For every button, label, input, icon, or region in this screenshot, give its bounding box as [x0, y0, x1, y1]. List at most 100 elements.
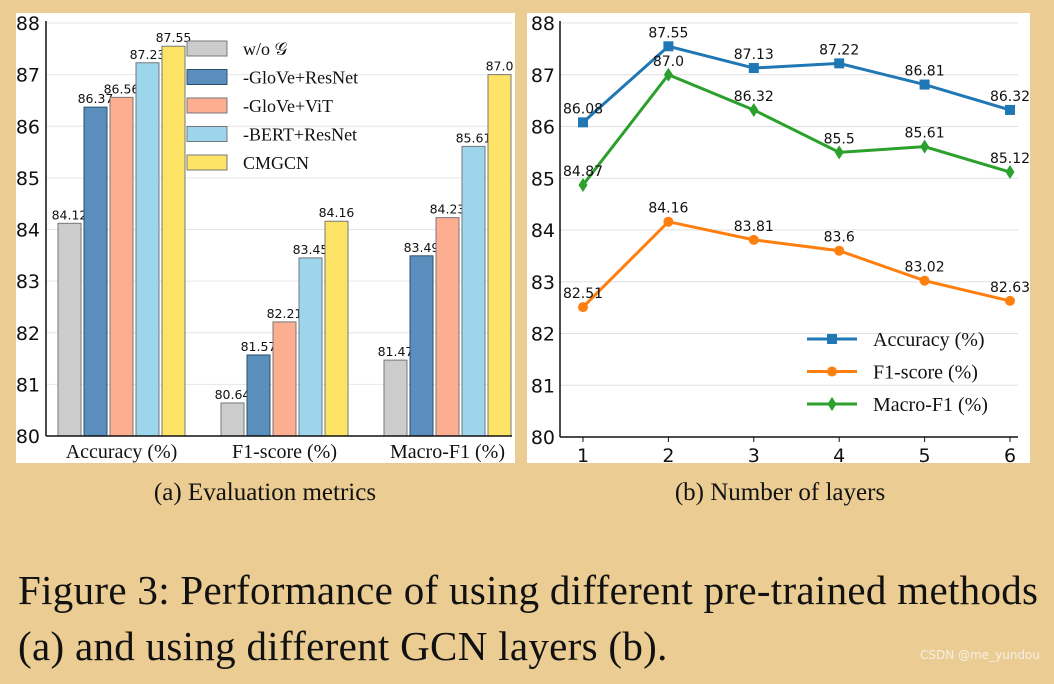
bar: [461, 145, 486, 437]
line-chart-number-of-layers: 80 81 82 83 84 85 86 87 88 1 2 3 4 5 6 86.08 87.55 87.13 8…: [531, 13, 1030, 467]
data-point: [749, 102, 759, 117]
legend-swatch: [186, 126, 228, 142]
y-tick-label: 83: [531, 272, 555, 294]
x-tick-label: 3: [748, 445, 760, 467]
caption-a: (a) Evaluation metrics: [154, 479, 376, 506]
y-tick-label: 84: [531, 220, 555, 242]
legend-label: CMGCN: [243, 153, 309, 173]
data-value-label: 86.08: [563, 101, 603, 117]
data-point: [1005, 104, 1015, 115]
y-tick-label: 82: [531, 324, 555, 346]
bar: [409, 255, 434, 437]
y-tick-label: 88: [531, 13, 555, 35]
bar: [161, 45, 186, 437]
bar-value-label: 80.64: [215, 387, 251, 402]
data-point: [1005, 165, 1015, 180]
data-point: [748, 63, 759, 74]
bar: [246, 354, 271, 437]
data-value-label: 84.16: [648, 201, 688, 217]
y-tick-label: 85: [16, 168, 40, 190]
data-value-label: 85.5: [824, 131, 855, 147]
y-tick-label: 80: [16, 426, 40, 448]
y-tick-label: 86: [531, 117, 555, 139]
data-value-label: 82.51: [563, 286, 603, 302]
bar-value-label: 87.55: [156, 30, 192, 45]
y-tick-label: 81: [531, 375, 555, 397]
series-line: [581, 72, 1011, 186]
legend-marker: [827, 397, 837, 411]
legend-label: F1-score (%): [873, 362, 978, 384]
bar-value-label: 86.56: [104, 81, 140, 96]
legend-label: -GloVe+ResNet: [243, 68, 358, 88]
data-value-label: 86.32: [990, 89, 1030, 105]
bar: [83, 106, 108, 437]
bar: [435, 217, 460, 437]
legend-marker: [827, 334, 837, 344]
data-point: [663, 216, 674, 227]
series-line: [581, 220, 1011, 309]
x-tick-label: 1: [577, 445, 589, 467]
legend-swatch: [186, 69, 228, 85]
data-value-label: 85.61: [905, 126, 945, 142]
y-tick-label: 82: [16, 323, 40, 345]
x-category-label: Accuracy (%): [66, 441, 178, 463]
data-value-label: 85.12: [990, 151, 1030, 167]
bar: [109, 96, 134, 437]
series-line: [582, 44, 1011, 124]
bar-value-label: 84.23: [430, 202, 466, 217]
x-tick-label: 5: [919, 445, 931, 467]
bar-value-label: 87.0: [486, 59, 514, 74]
legend-label: Macro-F1 (%): [873, 394, 988, 416]
data-point: [578, 302, 588, 313]
data-point: [663, 41, 674, 52]
figure-caption: Figure 3: Performance of using different…: [18, 567, 1039, 669]
data-value-label: 87.55: [648, 25, 688, 41]
caption-b: (b) Number of layers: [675, 479, 885, 506]
bar-value-label: 86.37: [78, 91, 114, 106]
legend-swatch: [186, 40, 228, 57]
legend: Accuracy (%) F1-score (%) Macro-F1 (%): [807, 329, 988, 416]
bar: [298, 257, 323, 437]
y-tick-label: 86: [16, 116, 40, 138]
data-value-label: 86.32: [734, 89, 774, 105]
data-point: [578, 177, 588, 192]
data-point: [578, 117, 588, 128]
y-tick-label: 80: [531, 427, 555, 449]
bar: [272, 321, 297, 437]
watermark: CSDN @me_yundou: [920, 648, 1040, 662]
data-point: [919, 79, 930, 90]
bar-value-label: 85.61: [456, 130, 492, 145]
bar: [487, 74, 512, 437]
bar: [324, 220, 349, 437]
legend-label: -BERT+ResNet: [243, 125, 357, 145]
data-point: [663, 67, 673, 82]
y-tick-label: 88: [16, 13, 40, 35]
bar-chart-evaluation-metrics: 80 81 82 83 84 85 86 87 88 84.12 80.64 81.47 86.37 81…: [16, 13, 514, 463]
bar-value-label: 84.16: [319, 205, 355, 220]
y-tick-label: 87: [531, 65, 555, 87]
data-point: [919, 275, 930, 286]
legend-label: w/o 𝒢: [243, 39, 288, 59]
data-value-label: 83.81: [734, 219, 774, 235]
x-tick-label: 6: [1004, 445, 1016, 467]
legend-label: Accuracy (%): [873, 329, 985, 351]
y-tick-label: 83: [16, 271, 40, 293]
data-value-label: 87.0: [653, 54, 684, 70]
x-tick-label: 2: [662, 445, 674, 467]
y-tick-label: 84: [16, 220, 40, 242]
data-point: [834, 58, 845, 69]
x-category-label: F1-score (%): [232, 441, 337, 463]
bar-value-label: 83.49: [404, 240, 440, 255]
legend-label: -GloVe+ViT: [243, 96, 333, 116]
data-value-label: 83.02: [905, 260, 945, 276]
x-tick-label: 4: [833, 445, 845, 467]
bar: [220, 402, 245, 437]
data-value-label: 86.81: [905, 64, 945, 80]
data-point: [1005, 295, 1015, 306]
data-value-label: 83.6: [824, 230, 855, 246]
x-category-label: Macro-F1 (%): [390, 441, 505, 463]
data-value-label: 84.87: [563, 164, 603, 180]
y-tick-label: 87: [16, 65, 40, 87]
data-value-label: 87.22: [819, 42, 859, 58]
